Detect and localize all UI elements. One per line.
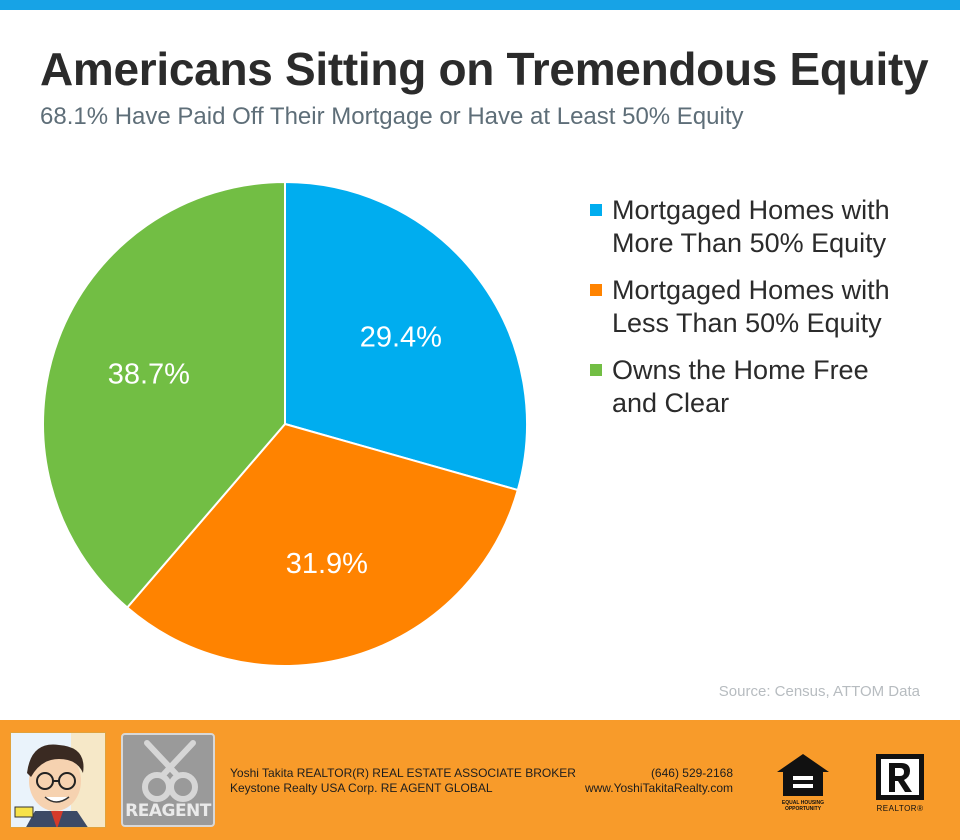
legend-label: Owns the Home Free and Clear — [612, 355, 869, 418]
website-link[interactable]: www.YoshiTakitaRealty.com — [584, 781, 733, 795]
pie-chart: 29.4% 31.9% 38.7% — [42, 180, 528, 667]
legend-swatch-orange — [590, 284, 602, 296]
agent-name-line: Yoshi Takita REALTOR(R) REAL ESTATE ASSO… — [230, 766, 576, 780]
realtor-logo: REALTOR® — [872, 750, 928, 814]
equal-housing-logo: EQUAL HOUSING OPPORTUNITY — [773, 752, 833, 814]
agent-caricature-avatar — [10, 732, 106, 828]
legend-label: Mortgaged Homes with Less Than 50% Equit… — [612, 275, 890, 338]
data-label-less-than-50: 31.9% — [286, 548, 368, 580]
legend-swatch-blue — [590, 204, 602, 216]
agent-contact-block: Yoshi Takita REALTOR(R) REAL ESTATE ASSO… — [230, 766, 576, 796]
reagent-logo-text: REAGENT — [125, 801, 211, 821]
slice-more-than-50-equity — [284, 180, 528, 492]
top-accent-bar — [0, 0, 960, 10]
legend-swatch-green — [590, 364, 602, 376]
equal-housing-house-icon — [777, 754, 829, 796]
footer-bar: REAGENT Yoshi Takita REALTOR(R) REAL EST… — [0, 720, 960, 840]
slice-free-and-clear — [42, 180, 286, 609]
phone-number: (646) 529-2168 — [650, 766, 733, 780]
realtor-r-icon — [876, 754, 924, 800]
caricature-drawing — [11, 733, 105, 827]
legend-item-less-than-50: Mortgaged Homes with Less Than 50% Equit… — [590, 274, 940, 340]
data-label-more-than-50: 29.4% — [360, 321, 442, 353]
source-note: Source: Census, ATTOM Data — [718, 683, 920, 700]
data-label-free-and-clear: 38.7% — [108, 359, 190, 391]
key-emblem-icon — [142, 740, 198, 802]
company-line: Keystone Realty USA Corp. RE AGENT GLOBA… — [230, 781, 493, 795]
chart-legend: Mortgaged Homes with More Than 50% Equit… — [590, 194, 940, 434]
equal-housing-text: EQUAL HOUSING OPPORTUNITY — [781, 800, 825, 812]
legend-item-free-and-clear: Owns the Home Free and Clear — [590, 354, 940, 420]
chart-title: Americans Sitting on Tremendous Equity — [40, 43, 929, 95]
legend-label: Mortgaged Homes with More Than 50% Equit… — [612, 195, 890, 258]
reagent-logo: REAGENT — [121, 733, 215, 827]
agent-phone-web-block: (646) 529-2168 www.YoshiTakitaRealty.com — [583, 766, 733, 796]
chart-subtitle: 68.1% Have Paid Off Their Mortgage or Ha… — [40, 103, 744, 130]
legend-item-more-than-50: Mortgaged Homes with More Than 50% Equit… — [590, 194, 940, 260]
realtor-text: REALTOR® — [876, 804, 924, 813]
slice-less-than-50-equity — [125, 422, 520, 667]
